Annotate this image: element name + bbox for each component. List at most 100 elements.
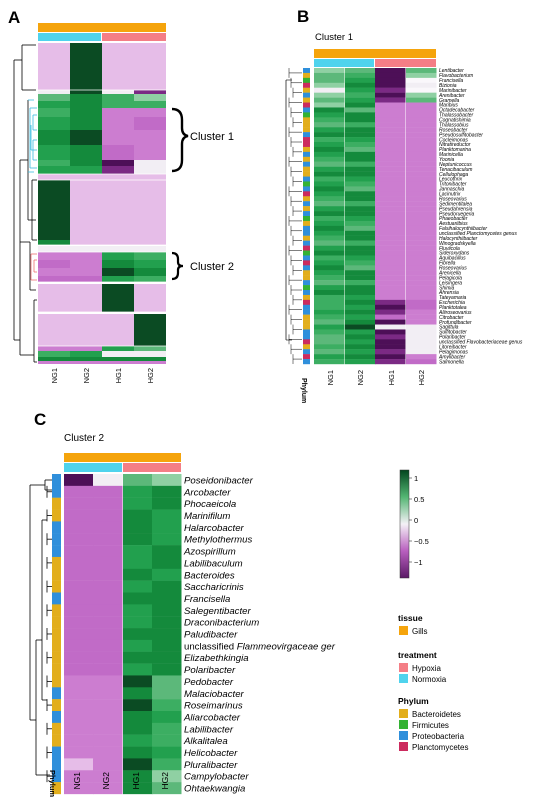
panel-c-row-label: Halarcobacter	[184, 523, 245, 534]
panel-a-cell	[38, 130, 70, 145]
panel-c-cell	[93, 616, 123, 629]
panel-b-cell	[314, 166, 345, 172]
panel-c-row-label: Paludibacter	[184, 630, 238, 641]
panel-a-cell	[134, 90, 166, 94]
panel-b-cell	[314, 82, 345, 88]
panel-a-cell	[38, 43, 70, 90]
panel-c-cell	[93, 758, 123, 771]
panel-c-cell	[64, 639, 94, 652]
panel-c-cell	[123, 604, 153, 617]
panel-c-row-label: Aliarcobacter	[183, 712, 241, 723]
panel-b-cell	[314, 265, 345, 271]
legend-firmicutes-swatch	[399, 720, 408, 729]
panel-c-cell	[123, 687, 153, 700]
panel-a-cell	[38, 314, 70, 346]
panel-b-phylum-cell	[303, 191, 310, 197]
panel-b-row-label: Thalassobius	[439, 122, 469, 128]
panel-b-cell	[406, 324, 437, 330]
panel-a-cell	[102, 314, 134, 346]
panel-c-cell	[123, 770, 153, 783]
panel-b-cell	[375, 339, 406, 345]
panel-c-cell	[152, 521, 182, 534]
panel-b-cell	[314, 146, 345, 153]
panel-b-cell	[314, 181, 345, 187]
panel-b-row-label: Pelagicola	[439, 275, 462, 281]
panel-b-cell	[314, 196, 345, 202]
panel-b-row-label: Nitratireductor	[439, 142, 471, 148]
panel-a-cell	[102, 276, 134, 282]
panel-b-cell	[314, 290, 345, 296]
column-label-ng1: NG1	[50, 368, 59, 383]
panel-a-cell	[102, 94, 134, 101]
panel-a-cell	[134, 180, 166, 240]
panel-a-cell	[70, 361, 102, 364]
legend-tissue-title: tissue	[398, 613, 423, 623]
panel-c-cells	[64, 474, 182, 795]
panel-c-cell	[123, 521, 153, 534]
panel-b-cell	[406, 344, 437, 350]
panel-b-cell	[406, 156, 437, 162]
panel-b-cell	[375, 290, 406, 296]
panel-a-cell	[70, 268, 102, 276]
panel-b-cell	[375, 275, 406, 281]
panel-a-cell	[38, 351, 70, 357]
panel-c-cell	[64, 675, 94, 688]
panel-b-cell	[314, 324, 345, 330]
legend-firmicutes-label: Firmicutes	[412, 721, 449, 730]
panel-b-cell	[314, 171, 345, 177]
panel-c-phylum-cell	[52, 592, 61, 605]
panel-c-phylum-cell	[52, 734, 61, 747]
panel-a-cell	[102, 108, 134, 117]
column-label-hg1: HG1	[114, 368, 123, 383]
panel-b-row-label: Pseudoruegeria	[439, 211, 475, 217]
panel-a-cell	[134, 357, 166, 361]
panel-b-row-label: Pseudahrensia	[439, 206, 473, 212]
panel-b-cell	[406, 245, 437, 251]
panel-c-cell	[123, 663, 153, 676]
panel-c-cell	[123, 509, 153, 522]
panel-c-row-label: Alkalitalea	[183, 736, 228, 747]
panel-b-phylum-cell	[303, 122, 310, 128]
legend-hypoxia-swatch	[399, 663, 408, 672]
panel-b-row-label: Citrobacter	[439, 315, 464, 321]
panel-a-cell	[38, 361, 70, 364]
panel-b-cell	[345, 112, 376, 118]
panel-b-cell	[345, 132, 376, 138]
panel-b-row-label: Planktotalea	[439, 305, 467, 311]
panel-b-phylum-cell	[303, 285, 310, 291]
panel-c-cell	[93, 734, 123, 747]
panel-b-phylum-cell	[303, 309, 310, 315]
panel-b-row-label: Francisella	[439, 78, 463, 84]
panel-b-cell	[375, 260, 406, 266]
panel-b-phylum-cell	[303, 216, 310, 222]
panel-b-cell	[314, 314, 345, 320]
panel-b-cell	[345, 220, 376, 227]
panel-c-phylum-cell	[52, 639, 61, 652]
legend-bacteroidetes-swatch	[399, 709, 408, 718]
panel-c-cell	[93, 533, 123, 546]
panel-c-phylum-cell	[52, 545, 61, 558]
panel-b-cell	[406, 290, 437, 296]
panel-c-cell	[152, 758, 182, 771]
panel-a-cell	[38, 252, 70, 260]
panel-a-cell	[70, 117, 102, 130]
panel-b-cell	[345, 107, 376, 113]
panel-b-phylum-cell	[303, 137, 310, 143]
panel-b-cell	[345, 151, 376, 157]
panel-c-cell	[152, 604, 182, 617]
panel-b-row-label: Roseobacter	[439, 127, 468, 133]
panel-b-cell	[375, 206, 406, 212]
panel-b-phylum-cell	[303, 166, 310, 172]
panel-c-cell	[64, 533, 94, 546]
panel-b-cell	[345, 82, 376, 88]
panel-b-phylum-cell	[303, 171, 310, 177]
panel-c-row-label: Francisella	[184, 594, 230, 605]
panel-b-cell	[314, 107, 345, 113]
panel-b-phylum-cell	[303, 334, 310, 340]
panel-b-phylum-cell	[303, 255, 310, 261]
legend-treatment-title: treatment	[398, 650, 437, 660]
panel-c-phylum-cell	[52, 699, 61, 712]
panel-c-dendrogram	[29, 479, 52, 783]
panel-b-cell	[406, 161, 437, 167]
panel-b-cell	[345, 68, 376, 74]
